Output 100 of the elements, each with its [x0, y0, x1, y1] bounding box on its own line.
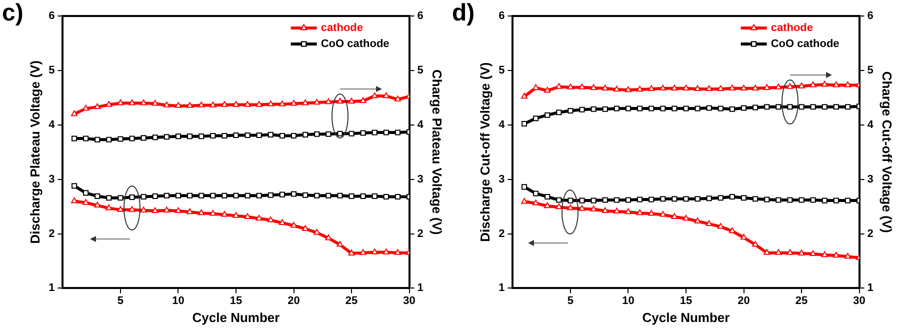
point	[717, 222, 724, 229]
point	[256, 101, 262, 107]
point	[244, 101, 251, 107]
point	[372, 193, 378, 199]
point	[360, 97, 366, 104]
x-tick-label: 25	[795, 294, 808, 307]
point	[336, 98, 344, 104]
point	[682, 214, 690, 221]
point	[233, 132, 239, 138]
point	[648, 210, 655, 216]
y2-tick-label: 2	[867, 228, 874, 240]
point	[752, 196, 758, 202]
y-axis-title: Discharge Plateau Voltage (V)	[27, 60, 42, 244]
point	[648, 196, 654, 202]
point	[175, 192, 181, 198]
y-tick-label: 6	[48, 10, 55, 22]
y-tick-label: 2	[498, 228, 505, 240]
point	[175, 134, 181, 140]
point	[83, 190, 89, 196]
point	[94, 136, 100, 142]
point	[740, 234, 748, 240]
point	[348, 250, 355, 256]
point	[522, 184, 528, 190]
point	[198, 102, 205, 108]
point	[244, 213, 251, 219]
point	[567, 204, 574, 210]
point	[729, 194, 735, 200]
point	[590, 206, 597, 212]
chart-title: c)	[2, 0, 24, 27]
point	[290, 222, 298, 228]
point	[232, 101, 240, 107]
point	[810, 197, 816, 203]
point	[210, 133, 216, 139]
point	[844, 252, 851, 259]
point	[360, 249, 366, 255]
point	[164, 134, 170, 140]
point	[314, 228, 320, 235]
point	[152, 207, 158, 213]
y2-tick-label: 1	[417, 282, 424, 294]
point	[268, 132, 274, 138]
point	[267, 100, 274, 106]
point	[186, 102, 194, 108]
point	[210, 192, 216, 198]
y-tick-label: 1	[48, 282, 55, 294]
point	[118, 195, 124, 201]
y-tick-label: 3	[498, 173, 505, 186]
point	[128, 99, 136, 106]
point	[256, 132, 262, 138]
point	[394, 249, 401, 255]
point	[117, 206, 124, 212]
point	[660, 196, 666, 202]
point	[278, 219, 286, 225]
point	[694, 218, 701, 224]
point	[198, 134, 204, 140]
point	[163, 206, 170, 212]
point	[590, 198, 596, 204]
y2-tick-label: 3	[867, 173, 874, 186]
y2-tick-label: 3	[417, 173, 424, 186]
point	[544, 202, 551, 208]
point	[222, 133, 228, 139]
point	[83, 136, 89, 142]
point	[624, 208, 632, 214]
y-axis-title: Discharge Cut-off Voltage (V)	[477, 62, 492, 242]
point	[164, 192, 170, 198]
y-tick-label: 5	[498, 64, 505, 76]
point	[372, 130, 378, 136]
point	[844, 198, 850, 204]
point	[660, 211, 666, 217]
point	[602, 207, 608, 213]
point	[210, 210, 216, 216]
point	[256, 214, 262, 221]
point	[556, 203, 562, 210]
x-axis-title: Cycle Number	[192, 310, 280, 325]
y-tick-label: 4	[498, 118, 506, 131]
point	[728, 227, 736, 234]
point	[336, 240, 344, 247]
chart-title: d)	[452, 0, 475, 27]
x-axis-title: Cycle Number	[642, 310, 730, 325]
point	[544, 194, 550, 200]
x-tick-label: 20	[288, 294, 300, 307]
point	[578, 205, 586, 211]
point	[244, 192, 250, 198]
point	[152, 193, 158, 199]
point	[279, 192, 285, 198]
point	[174, 102, 182, 108]
point	[832, 252, 840, 258]
point	[706, 220, 712, 226]
point	[348, 130, 354, 136]
point	[636, 209, 644, 216]
point	[152, 134, 158, 140]
y-tick-label: 5	[48, 64, 55, 76]
point	[129, 136, 135, 142]
point	[810, 250, 816, 256]
point	[140, 206, 147, 212]
y2-tick-label: 5	[417, 64, 424, 76]
point	[117, 99, 124, 106]
point	[521, 198, 528, 204]
point	[764, 249, 770, 255]
point	[267, 216, 274, 222]
point	[683, 196, 689, 202]
